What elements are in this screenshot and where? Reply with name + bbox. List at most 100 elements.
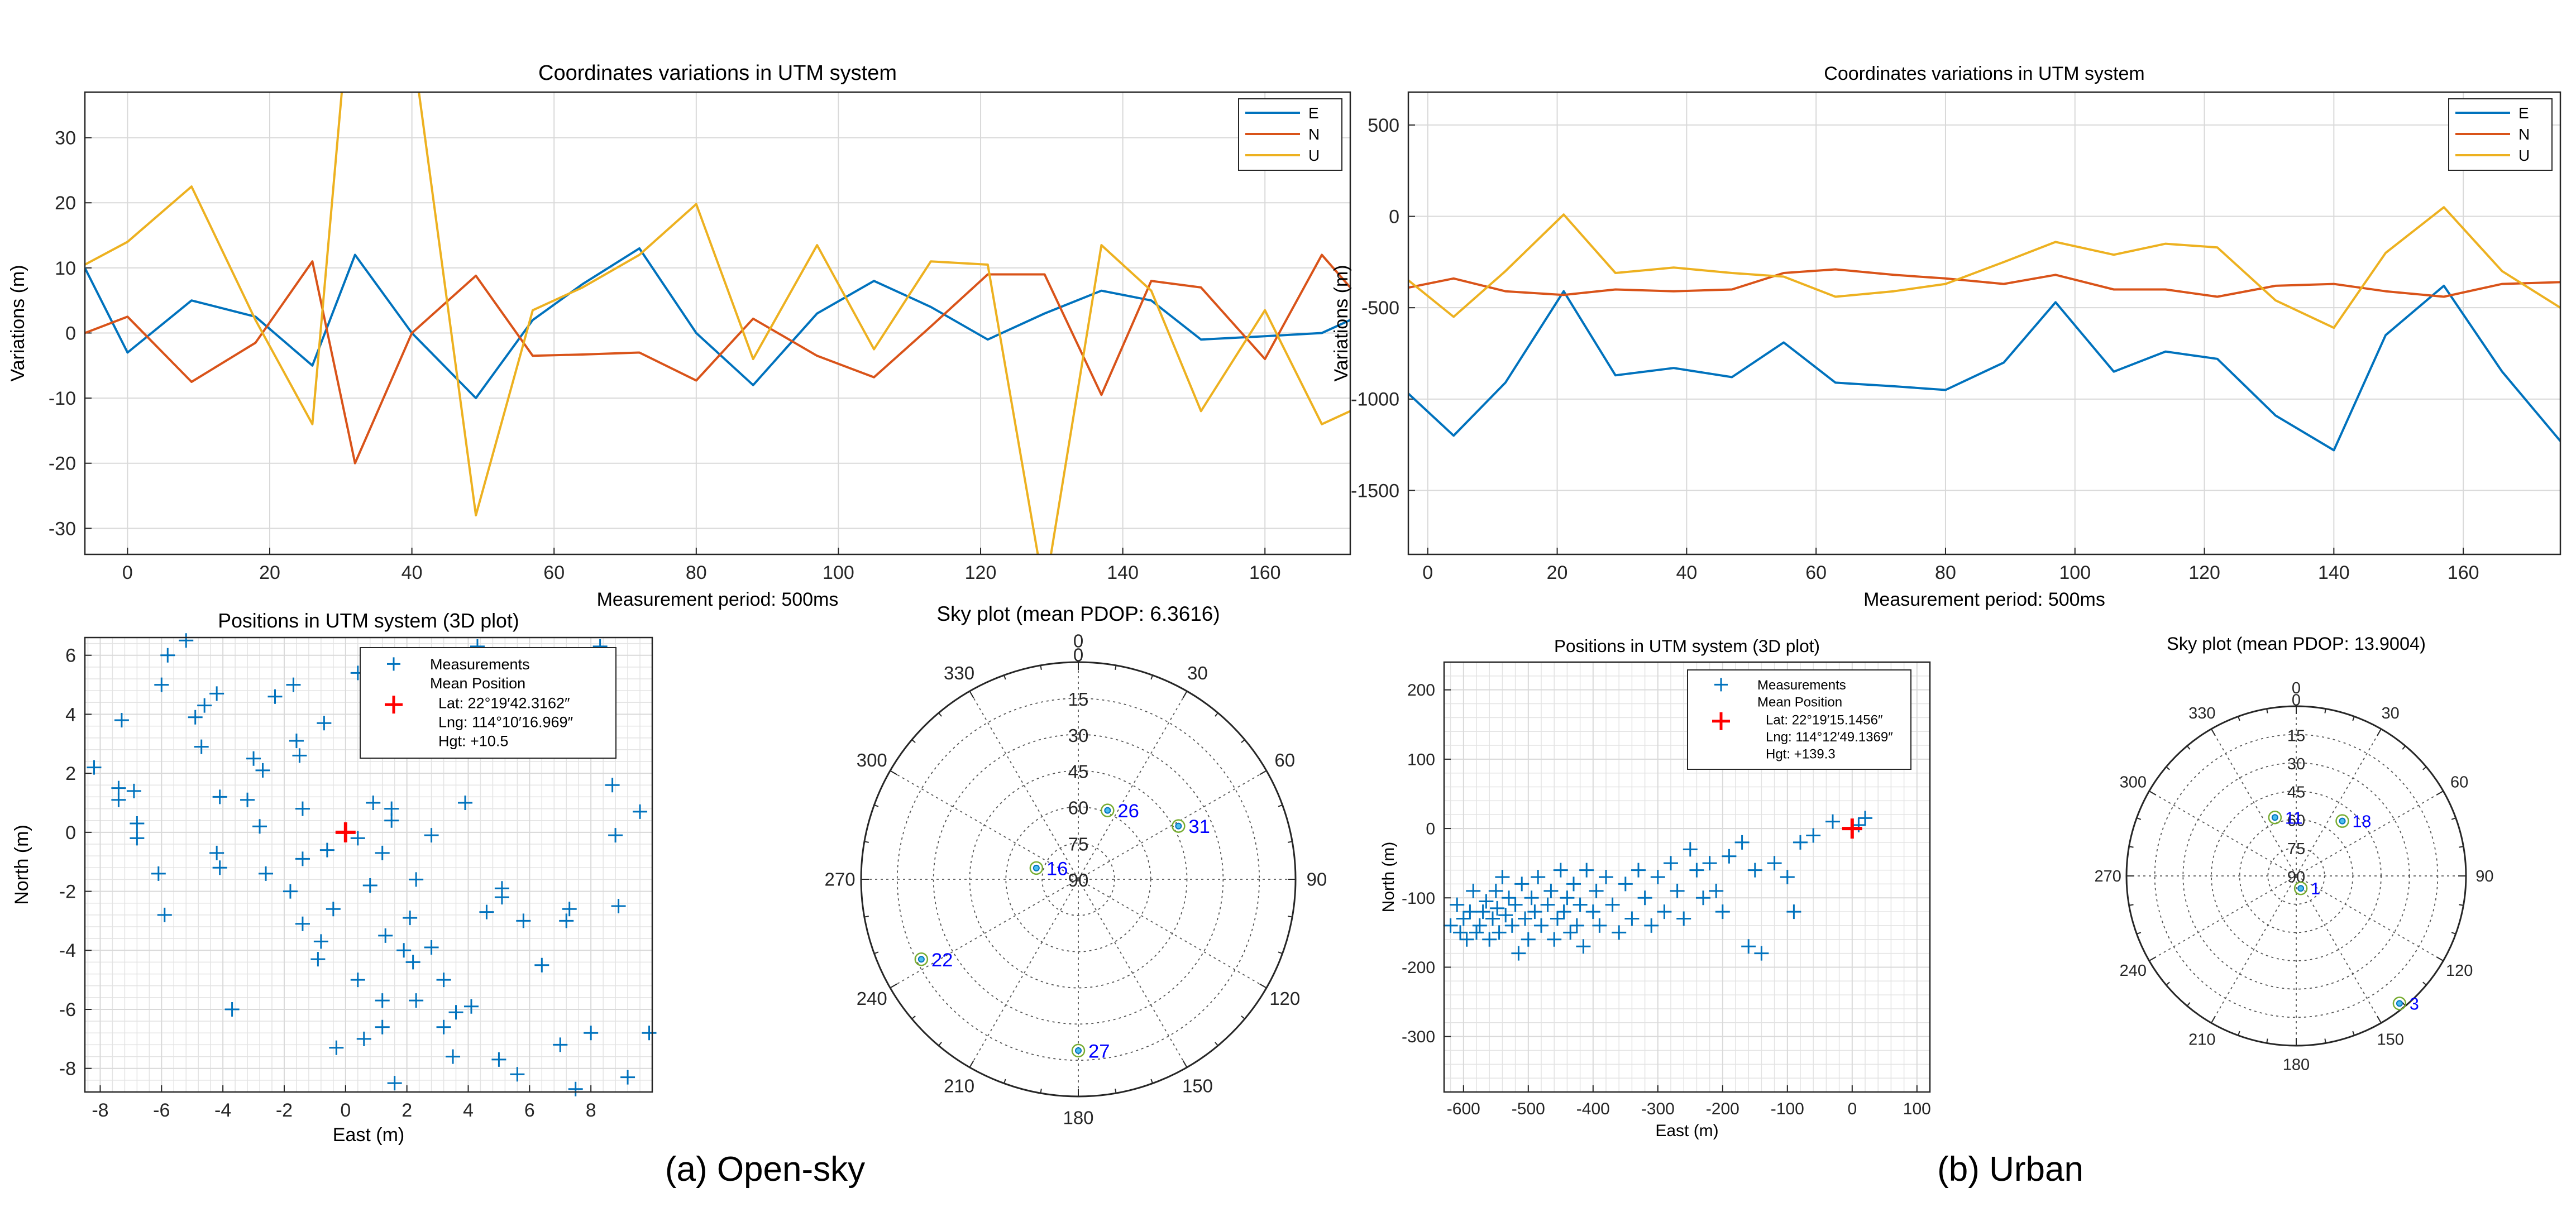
measurement-point xyxy=(1618,876,1633,892)
x-axis-label: East (m) xyxy=(1655,1122,1718,1140)
polar-tick xyxy=(2129,904,2134,906)
measurement-point xyxy=(366,796,381,810)
polar-tick xyxy=(1115,665,1117,670)
x-tick-label: 80 xyxy=(686,562,707,583)
y-tick-label: 0 xyxy=(1426,820,1435,839)
measurement-point xyxy=(252,819,267,834)
polar-tick xyxy=(1040,1089,1042,1094)
polar-tick xyxy=(1278,951,1283,954)
satellite-ring xyxy=(1101,803,1115,817)
y-tick-label: -6 xyxy=(59,999,76,1021)
measurement-point xyxy=(154,677,169,692)
polar-tick xyxy=(2238,716,2240,721)
measurement-point xyxy=(1793,835,1808,850)
polar-tick xyxy=(2422,981,2427,986)
chart-title: Coordinates variations in UTM system xyxy=(1824,63,2144,84)
polar-tick xyxy=(2377,1016,2382,1023)
legend-label-U: U xyxy=(2518,147,2530,164)
satellite-ring xyxy=(2293,881,2308,895)
azimuth-label: 150 xyxy=(2377,1031,2403,1048)
measurement-point xyxy=(1547,932,1562,947)
satellite-prn-label: 26 xyxy=(1117,801,1139,822)
measurement-point xyxy=(457,796,472,810)
azimuth-label: 60 xyxy=(1274,750,1295,770)
satellite-ring xyxy=(1172,819,1186,833)
measurement-point xyxy=(1531,870,1546,884)
x-tick-label: -100 xyxy=(1771,1100,1804,1118)
series-line-E xyxy=(85,247,1350,400)
elevation-label: 15 xyxy=(1068,689,1089,710)
measurement-point xyxy=(409,993,424,1008)
polar-tick xyxy=(1241,739,1245,743)
polar-tick xyxy=(2352,1031,2355,1036)
measurement-point xyxy=(384,813,399,828)
measurement-point xyxy=(1702,856,1717,871)
measurement-point xyxy=(1543,883,1559,898)
measurement-point xyxy=(1676,911,1691,926)
measurement-point xyxy=(1689,863,1704,878)
measurement-point xyxy=(396,943,412,958)
x-tick-label: -400 xyxy=(1576,1100,1610,1118)
measurement-point xyxy=(375,845,390,860)
series-group xyxy=(1408,206,2560,452)
measurement-point xyxy=(157,907,172,922)
polar-tick xyxy=(1003,675,1006,680)
measurement-point xyxy=(1518,911,1532,926)
measurement-point xyxy=(1540,897,1555,912)
measurement-point xyxy=(1466,883,1481,898)
measurement-point xyxy=(1553,863,1568,878)
y-tick-label: 100 xyxy=(1407,750,1435,769)
measurement-point xyxy=(130,831,145,846)
measurement-point xyxy=(559,913,574,928)
polar-tick xyxy=(1288,841,1293,843)
measurement-point xyxy=(1579,863,1594,878)
polar-grid xyxy=(861,662,1296,1096)
measurement-point xyxy=(1488,883,1503,898)
measurement-point xyxy=(151,866,166,881)
measurement-point xyxy=(188,710,203,725)
measurement-point xyxy=(317,716,332,731)
elevation-label: 75 xyxy=(2287,840,2305,858)
polar-tick xyxy=(874,951,879,954)
y-tick-label: 200 xyxy=(1407,681,1435,700)
azimuth-label: 150 xyxy=(1182,1075,1213,1096)
elevation-ring xyxy=(969,770,1188,989)
measurement-point xyxy=(194,739,209,754)
panel-b-line-chart: 0 20 40 60 80 100 120 140 160 -1500 -1000 -500 0 500 C… xyxy=(1331,63,2561,610)
measurement-point xyxy=(255,763,270,778)
satellite-ring xyxy=(914,952,929,966)
sky-plot-title: Sky plot (mean PDOP: 6.3616) xyxy=(936,602,1220,625)
measurement-point xyxy=(1504,918,1519,933)
azimuth-label: 180 xyxy=(1063,1108,1093,1128)
azimuth-spoke xyxy=(2296,729,2382,876)
polar-tick xyxy=(1115,1089,1117,1094)
mean-position-point xyxy=(1842,818,1862,839)
measurement-point xyxy=(1709,883,1724,898)
y-tick-label: 500 xyxy=(1368,115,1399,136)
measurement-point xyxy=(1722,849,1737,864)
measurement-point xyxy=(1524,890,1539,906)
polar-tick xyxy=(2459,904,2464,906)
polar-tick xyxy=(2238,1031,2240,1036)
polar-tick xyxy=(2136,817,2142,820)
y-axis-label: North (m) xyxy=(11,825,32,905)
polar-tick xyxy=(2166,981,2170,986)
elevation-label: 60 xyxy=(2287,812,2305,830)
x-tick-label: 0 xyxy=(122,562,133,583)
satellite-ring xyxy=(2392,997,2407,1010)
chart-title: Positions in UTM system (3D plot) xyxy=(1554,636,1820,656)
x-tick-label: 8 xyxy=(586,1100,596,1121)
measurement-point xyxy=(562,902,577,917)
legend-lat-label: Lat: 22°19′15.1456″ xyxy=(1766,712,1883,727)
x-tick-label: 80 xyxy=(1935,562,1956,583)
x-tick-label: 0 xyxy=(1422,562,1433,583)
x-tick-label: 0 xyxy=(340,1100,351,1121)
measurement-point xyxy=(1734,835,1750,850)
sky-plot-title: Sky plot (mean PDOP: 13.9004) xyxy=(2167,634,2426,654)
measurement-point xyxy=(1786,904,1801,919)
azimuth-label: 90 xyxy=(2475,868,2493,885)
measurement-point xyxy=(642,1026,657,1041)
legend-label-E: E xyxy=(1308,104,1319,122)
satellite-point xyxy=(2396,1000,2403,1007)
azimuth-spoke xyxy=(2296,875,2382,1023)
